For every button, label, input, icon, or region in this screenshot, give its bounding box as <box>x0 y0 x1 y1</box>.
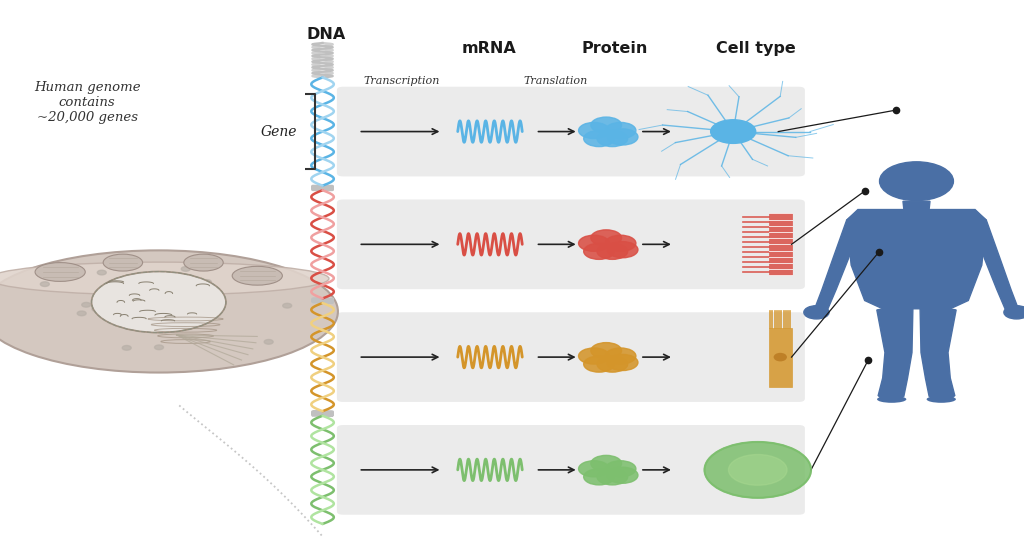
Text: Transcription: Transcription <box>364 76 439 86</box>
Ellipse shape <box>774 353 786 361</box>
Circle shape <box>607 467 638 483</box>
Circle shape <box>264 339 273 344</box>
Circle shape <box>605 122 636 139</box>
Ellipse shape <box>877 396 906 403</box>
Ellipse shape <box>927 396 956 403</box>
Circle shape <box>591 455 622 471</box>
Circle shape <box>607 354 638 371</box>
Circle shape <box>804 306 829 319</box>
FancyBboxPatch shape <box>337 199 805 289</box>
Polygon shape <box>972 211 1022 314</box>
Circle shape <box>705 442 811 498</box>
Circle shape <box>181 266 190 271</box>
Polygon shape <box>903 201 930 209</box>
Polygon shape <box>877 309 912 400</box>
Circle shape <box>40 282 49 286</box>
Circle shape <box>200 310 209 314</box>
Circle shape <box>579 348 609 364</box>
Circle shape <box>584 243 614 259</box>
Circle shape <box>155 345 164 350</box>
Circle shape <box>97 270 106 275</box>
Circle shape <box>880 162 953 200</box>
Circle shape <box>584 469 614 485</box>
Ellipse shape <box>0 262 329 295</box>
Circle shape <box>591 230 622 246</box>
Circle shape <box>579 122 609 139</box>
Polygon shape <box>847 209 986 309</box>
Ellipse shape <box>35 263 85 281</box>
Circle shape <box>597 469 628 485</box>
Text: mRNA: mRNA <box>462 41 517 56</box>
Circle shape <box>605 461 636 477</box>
Circle shape <box>579 235 609 251</box>
Ellipse shape <box>91 272 226 332</box>
FancyBboxPatch shape <box>337 86 805 176</box>
Circle shape <box>711 120 756 143</box>
Circle shape <box>579 461 609 477</box>
Ellipse shape <box>232 266 283 285</box>
Circle shape <box>283 303 292 308</box>
Ellipse shape <box>103 254 142 271</box>
Circle shape <box>122 345 131 350</box>
Text: Human genome
contains
~20,000 genes: Human genome contains ~20,000 genes <box>34 81 140 124</box>
Text: Cell type: Cell type <box>716 41 796 56</box>
Text: DNA: DNA <box>306 27 345 42</box>
Circle shape <box>597 243 628 259</box>
Ellipse shape <box>0 250 338 373</box>
FancyBboxPatch shape <box>769 213 792 275</box>
Circle shape <box>203 280 211 285</box>
Circle shape <box>161 285 170 289</box>
FancyBboxPatch shape <box>337 425 805 514</box>
Circle shape <box>591 117 622 133</box>
Circle shape <box>77 311 86 316</box>
Polygon shape <box>921 309 956 400</box>
Circle shape <box>605 235 636 251</box>
Circle shape <box>597 356 628 372</box>
Circle shape <box>607 129 638 145</box>
Text: Translation: Translation <box>524 76 588 86</box>
Circle shape <box>605 348 636 364</box>
Circle shape <box>82 302 91 307</box>
Circle shape <box>607 242 638 258</box>
Circle shape <box>584 356 614 372</box>
Text: Protein: Protein <box>582 41 647 56</box>
Circle shape <box>597 130 628 147</box>
Circle shape <box>92 307 101 311</box>
Circle shape <box>728 454 787 485</box>
Text: Gene: Gene <box>260 125 297 139</box>
Circle shape <box>591 343 622 359</box>
FancyBboxPatch shape <box>337 313 805 402</box>
FancyBboxPatch shape <box>769 328 792 387</box>
Polygon shape <box>811 211 861 314</box>
Circle shape <box>584 130 614 147</box>
Ellipse shape <box>184 254 223 271</box>
Circle shape <box>137 287 146 292</box>
Circle shape <box>1004 306 1024 319</box>
